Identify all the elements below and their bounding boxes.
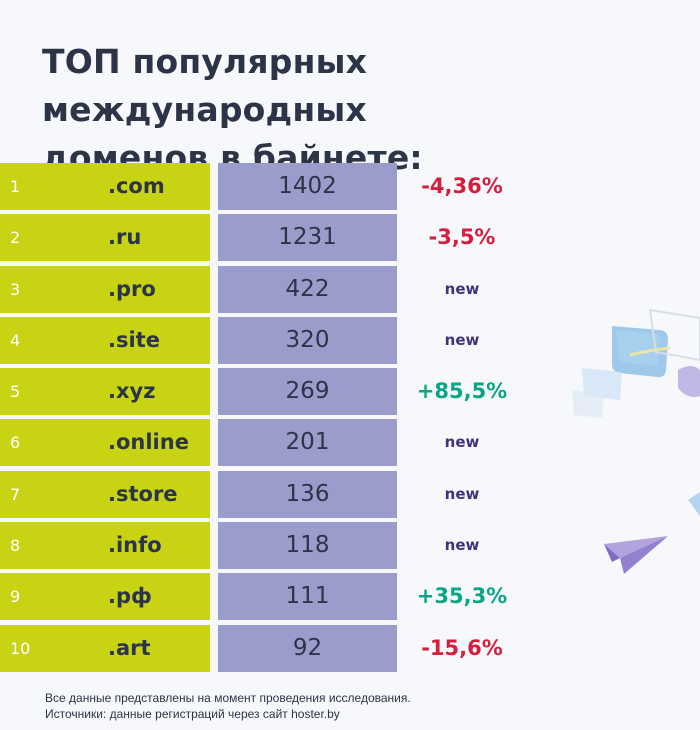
rank-cell: 8 .info xyxy=(0,522,210,570)
rank-cell: 3 .pro xyxy=(0,265,210,313)
decorative-illustration xyxy=(572,308,700,574)
table-row: 9 .рф 111 +35,3% xyxy=(0,573,700,621)
registration-count: 1402 xyxy=(218,163,397,210)
registration-count: 422 xyxy=(218,265,397,313)
registration-count: 136 xyxy=(218,470,397,518)
change-value: new xyxy=(444,484,480,503)
page-title: ТОП популярных международных доменов в б… xyxy=(42,38,700,182)
table-row: 10 .art 92 -15,6% xyxy=(0,624,700,672)
rank-cell: 6 .online xyxy=(0,419,210,467)
rank-number: 8 xyxy=(10,536,21,556)
domain-name: .com xyxy=(108,174,165,198)
rank-cell: 9 .рф xyxy=(0,573,210,621)
domain-ranking-table: 1 .com 1402 -4,36% 2 .ru 1231 -3,5% 3 .pro 422 new 4… xyxy=(0,163,700,676)
domain-name: .рф xyxy=(108,584,152,609)
footer-note: Все данные представлены на момент провед… xyxy=(45,690,411,722)
rank-number: 1 xyxy=(10,177,21,196)
rank-cell: 10 .art xyxy=(0,624,210,672)
domain-name: .info xyxy=(108,533,162,558)
change-value: -15,6% xyxy=(421,635,503,660)
change-value: -3,5% xyxy=(428,225,496,250)
paper-plane-icon xyxy=(604,492,700,574)
change-value: -4,36% xyxy=(421,174,503,198)
registration-count: 269 xyxy=(218,368,397,416)
registration-count: 1231 xyxy=(218,214,397,262)
change-value: +35,3% xyxy=(416,584,508,609)
domain-name: .online xyxy=(108,430,189,455)
domain-name: .art xyxy=(108,635,151,660)
table-row: 4 .site 320 new xyxy=(0,316,700,364)
table-row: 5 .xyz 269 +85,5% xyxy=(0,368,700,416)
domain-name: .ru xyxy=(108,225,142,250)
rank-number: 6 xyxy=(10,433,21,453)
table-row: 6 .online 201 new xyxy=(0,419,700,467)
rank-cell: 2 .ru xyxy=(0,214,210,262)
change-value: new xyxy=(444,536,480,555)
chat-bubbles-icon xyxy=(572,308,700,418)
change-value: +85,5% xyxy=(416,379,508,404)
domain-name: .store xyxy=(108,481,178,506)
domain-name: .site xyxy=(108,327,160,352)
registration-count: 118 xyxy=(218,522,397,570)
change-value: new xyxy=(444,279,480,298)
table-row: 3 .pro 422 new xyxy=(0,265,700,313)
title-line-1: ТОП популярных международных xyxy=(42,42,368,129)
rank-number: 10 xyxy=(10,638,31,658)
rank-number: 3 xyxy=(10,279,21,299)
rank-cell: 1 .com xyxy=(0,163,210,210)
table-row: 7 .store 136 new xyxy=(0,470,700,518)
rank-cell: 4 .site xyxy=(0,316,210,364)
rank-number: 4 xyxy=(10,330,21,350)
domain-name: .xyz xyxy=(108,379,156,404)
table-row: 8 .info 118 new xyxy=(0,522,700,570)
table-row: 1 .com 1402 -4,36% xyxy=(0,163,700,210)
rank-number: 2 xyxy=(10,228,21,248)
table-row: 2 .ru 1231 -3,5% xyxy=(0,214,700,262)
change-value: new xyxy=(444,330,480,349)
registration-count: 201 xyxy=(218,419,397,467)
registration-count: 320 xyxy=(218,316,397,364)
change-value: new xyxy=(444,433,480,452)
footer-line-2: Источники: данные регистраций через сайт… xyxy=(45,707,340,721)
rank-number: 5 xyxy=(10,382,21,402)
rank-number: 7 xyxy=(10,484,21,504)
domain-name: .pro xyxy=(108,276,156,301)
rank-cell: 5 .xyz xyxy=(0,368,210,416)
rank-cell: 7 .store xyxy=(0,470,210,518)
registration-count: 92 xyxy=(218,624,397,672)
rank-number: 9 xyxy=(10,587,21,607)
registration-count: 111 xyxy=(218,573,397,621)
footer-line-1: Все данные представлены на момент провед… xyxy=(45,691,411,705)
